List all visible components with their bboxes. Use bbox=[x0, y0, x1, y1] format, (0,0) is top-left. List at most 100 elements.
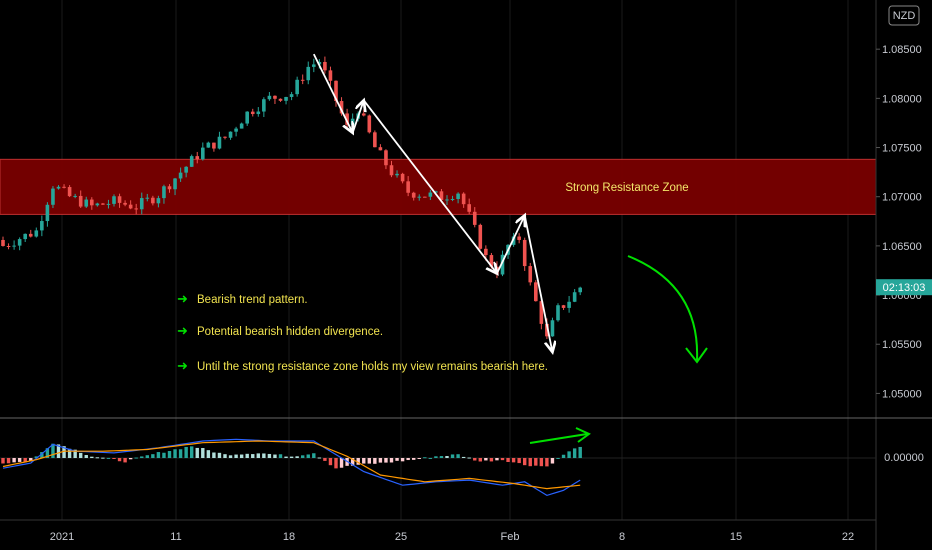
analysis-notes: ➜ Bearish trend pattern. ➜ Potential bea… bbox=[177, 291, 548, 373]
time-tick-label: 2021 bbox=[50, 531, 74, 543]
time-tick-label: 15 bbox=[730, 531, 742, 543]
macd-histogram-bar bbox=[6, 458, 11, 464]
green-arrow-icon: ➜ bbox=[177, 323, 188, 338]
candle bbox=[151, 195, 155, 206]
candle bbox=[400, 172, 405, 184]
candle bbox=[395, 170, 399, 178]
macd-histogram-bar bbox=[445, 456, 449, 458]
macd-histogram-bar bbox=[40, 452, 44, 458]
macd-histogram-bar bbox=[378, 458, 383, 463]
macd-histogram-bar bbox=[184, 446, 188, 458]
macd-line bbox=[2, 438, 581, 497]
candle bbox=[40, 215, 44, 237]
candle bbox=[106, 199, 111, 209]
white-trend-arrows bbox=[312, 53, 553, 352]
price-tick-label: 1.05000 bbox=[882, 388, 922, 400]
price-axis[interactable]: 1.085001.080001.075001.070001.065001.060… bbox=[875, 0, 932, 550]
candle bbox=[256, 107, 261, 117]
macd-histogram-bar bbox=[484, 458, 488, 461]
macd-histogram-bar bbox=[350, 458, 355, 466]
candle bbox=[284, 96, 288, 105]
time-axis[interactable]: 2021 11 18 25 Feb 8 15 22 bbox=[0, 519, 876, 543]
macd-histogram-bar bbox=[389, 458, 394, 463]
macd-histogram-bar bbox=[17, 458, 22, 462]
macd-histogram-bar bbox=[334, 458, 338, 469]
macd-histogram-bar bbox=[467, 457, 471, 459]
candle bbox=[84, 196, 89, 208]
price-pane[interactable]: Strong Resistance Zone ➜ Bearish trend p… bbox=[0, 0, 877, 520]
bearish-projection-arrow-icon bbox=[627, 255, 708, 364]
macd-histogram-bar bbox=[395, 458, 399, 461]
macd-zero-label: 0.00000 bbox=[884, 452, 924, 464]
candle bbox=[128, 200, 133, 210]
candle bbox=[139, 192, 144, 215]
macd-histogram-bar bbox=[572, 448, 577, 458]
candle bbox=[273, 95, 277, 104]
macd-histogram-bar bbox=[178, 449, 183, 458]
candle bbox=[528, 262, 533, 286]
macd-histogram-bar bbox=[328, 458, 333, 466]
macd-histogram-bar bbox=[267, 453, 272, 458]
candle bbox=[228, 131, 233, 140]
candle bbox=[145, 193, 150, 202]
macd-histogram-bar bbox=[295, 456, 299, 458]
candle bbox=[417, 194, 422, 201]
macd-histogram-bar bbox=[29, 458, 33, 462]
candle bbox=[556, 303, 560, 322]
macd-histogram-bar bbox=[461, 456, 466, 458]
macd-histogram-bar bbox=[245, 453, 249, 458]
macd-histogram-bar bbox=[362, 458, 366, 464]
candle bbox=[123, 200, 127, 207]
trend-arrow-segment bbox=[496, 215, 525, 274]
macd-histogram-bar bbox=[384, 458, 388, 463]
trend-arrow-segment bbox=[351, 100, 364, 134]
note-item: ➜ Until the strong resistance zone holds… bbox=[177, 358, 548, 373]
macd-histogram-bar bbox=[212, 452, 216, 458]
green-arrow-icon: ➜ bbox=[177, 291, 188, 306]
candle bbox=[78, 190, 83, 208]
candle bbox=[245, 111, 249, 126]
candle bbox=[56, 185, 61, 190]
candle bbox=[539, 298, 544, 330]
macd-histogram-bar bbox=[528, 458, 532, 467]
candle bbox=[101, 202, 105, 205]
macd-histogram-bar bbox=[456, 454, 460, 458]
candle bbox=[178, 167, 183, 182]
macd-histogram-bar bbox=[62, 446, 66, 458]
candle bbox=[312, 58, 316, 73]
macd-histogram-bar bbox=[323, 458, 327, 461]
macd-histogram-bar bbox=[534, 458, 538, 466]
macd-histogram-bar bbox=[523, 458, 527, 466]
divergence-arrow-icon bbox=[529, 427, 591, 444]
candle bbox=[162, 184, 166, 204]
macd-histogram-bar bbox=[206, 450, 211, 458]
macd-histogram-bar bbox=[339, 458, 344, 468]
macd-histogram-bar bbox=[73, 449, 77, 458]
candle bbox=[361, 109, 366, 117]
candle bbox=[522, 237, 527, 271]
candle bbox=[212, 142, 216, 152]
macd-histogram-bar bbox=[251, 454, 255, 458]
candles bbox=[1, 56, 582, 339]
currency-badge[interactable]: NZD bbox=[888, 5, 920, 26]
macd-histogram-bar bbox=[117, 458, 122, 462]
trend-arrow-segment bbox=[523, 215, 553, 352]
macd-histogram-bar bbox=[473, 458, 477, 461]
macd-histogram-bar bbox=[67, 448, 72, 458]
last-price-label: 02:13:03 bbox=[876, 279, 932, 296]
macd-histogram-bar bbox=[234, 454, 238, 458]
macd-histogram-bar bbox=[450, 454, 455, 458]
candle bbox=[389, 160, 394, 178]
candle bbox=[550, 317, 555, 337]
macd-histogram-bar bbox=[434, 456, 438, 458]
candle bbox=[34, 227, 39, 238]
candle bbox=[289, 91, 294, 101]
macd-histogram-bar bbox=[23, 458, 27, 463]
candle bbox=[339, 97, 344, 116]
macd-pane[interactable]: 0.00000 bbox=[0, 427, 924, 497]
candle bbox=[23, 233, 27, 243]
candle bbox=[223, 136, 227, 140]
macd-histogram-bar bbox=[301, 455, 305, 458]
candle bbox=[201, 142, 205, 161]
